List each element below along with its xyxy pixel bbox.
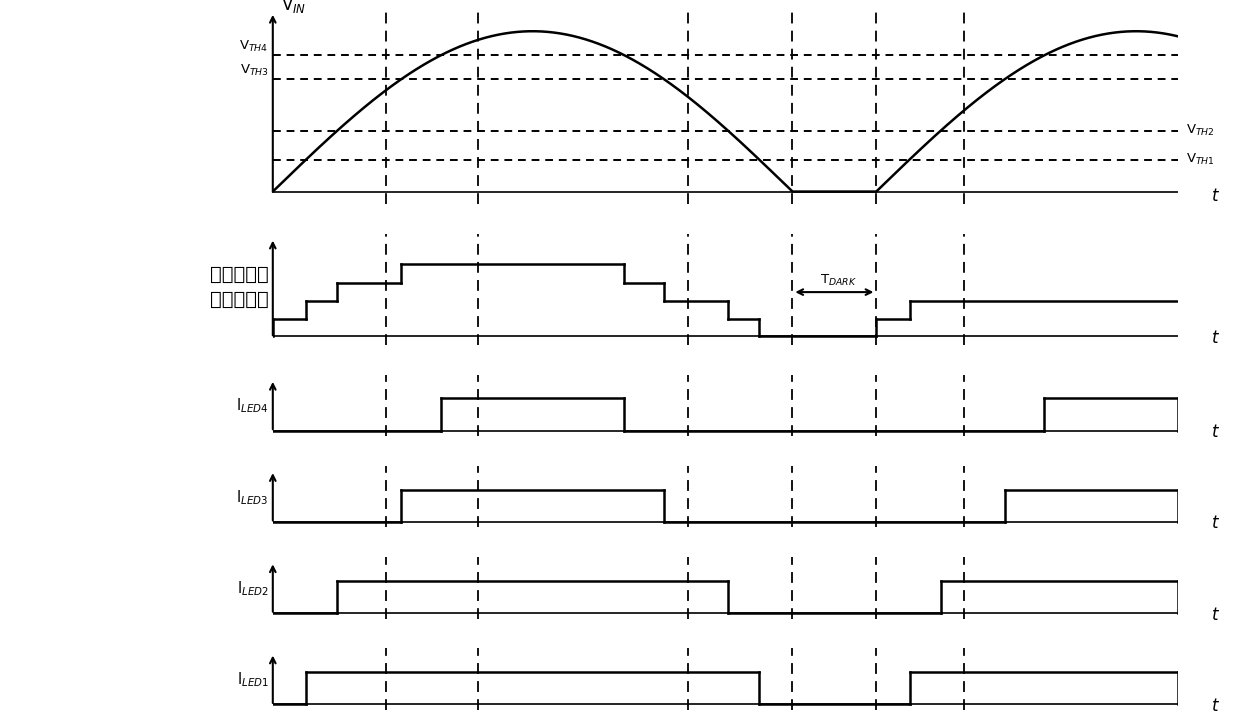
Text: I$_{LED2}$: I$_{LED2}$ <box>237 579 269 598</box>
Text: t: t <box>1211 187 1218 205</box>
Text: I$_{LED1}$: I$_{LED1}$ <box>237 670 269 689</box>
Text: I$_{LED4}$: I$_{LED4}$ <box>236 397 269 415</box>
Text: t: t <box>1211 329 1218 347</box>
Text: t: t <box>1211 423 1218 441</box>
Text: V$_{TH2}$: V$_{TH2}$ <box>1187 123 1215 138</box>
Text: V$_{IN}$: V$_{IN}$ <box>281 0 306 15</box>
Text: V$_{TH4}$: V$_{TH4}$ <box>239 39 269 54</box>
Text: t: t <box>1211 697 1218 715</box>
Text: V$_{TH3}$: V$_{TH3}$ <box>239 62 269 77</box>
Text: t: t <box>1211 514 1218 532</box>
Text: 发光的发光
二极管总数: 发光的发光 二极管总数 <box>210 265 269 309</box>
Text: I$_{LED3}$: I$_{LED3}$ <box>237 488 269 507</box>
Text: T$_{DARK}$: T$_{DARK}$ <box>820 272 857 288</box>
Text: V$_{TH1}$: V$_{TH1}$ <box>1187 152 1215 167</box>
Text: t: t <box>1211 606 1218 624</box>
